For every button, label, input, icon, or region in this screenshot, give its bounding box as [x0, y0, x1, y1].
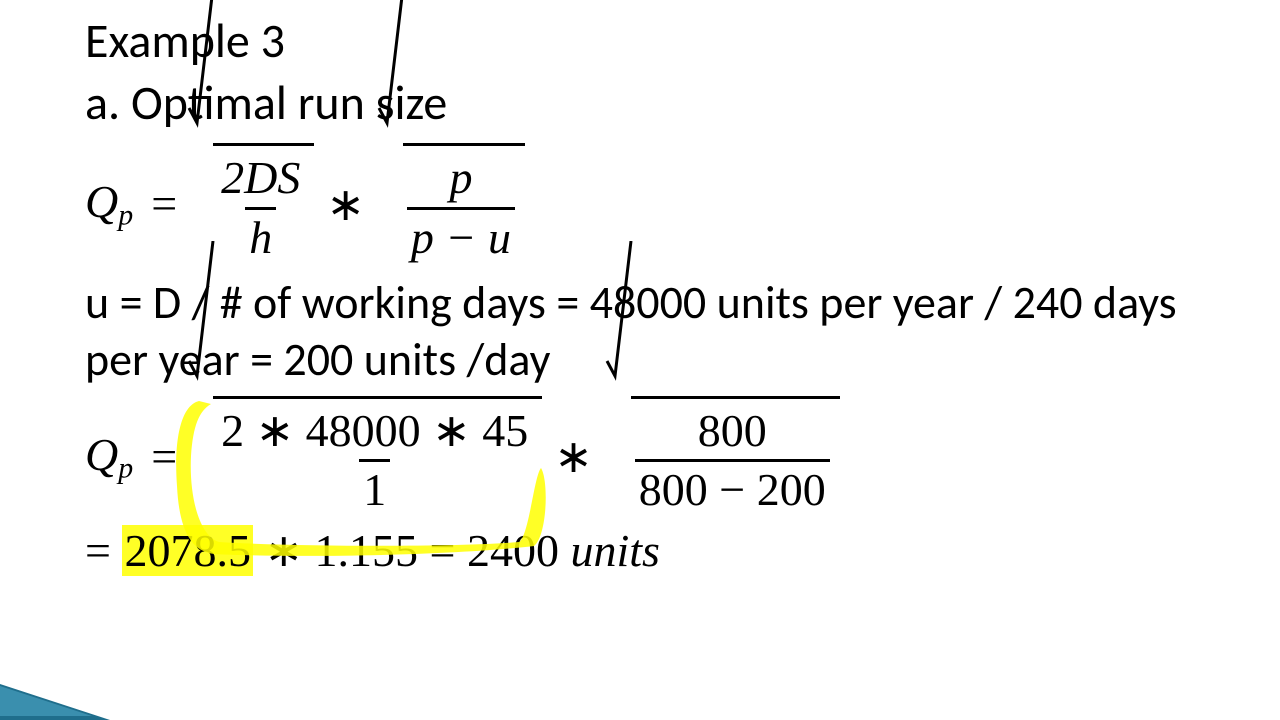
frac-numeric-2: 800 800 − 200 [635, 405, 830, 518]
result-eq: = [418, 525, 467, 576]
multiply-op: ∗ [326, 177, 365, 231]
denominator: 800 − 200 [635, 459, 830, 517]
example-title: Example 3 [85, 10, 1195, 72]
denominator: 1 [359, 459, 390, 517]
result-units: units [570, 525, 659, 576]
radicand: 800 800 − 200 [631, 396, 840, 518]
subscript-p: p [118, 451, 133, 484]
frac-p-pmu: p p − u [407, 152, 515, 265]
slide-content: Example 3 a. Optimal run size Qp = 2DS h… [0, 0, 1280, 720]
radicand: 2 ∗ 48000 ∗ 45 1 [213, 396, 542, 518]
subscript-p: p [118, 198, 133, 231]
lhs-qp: Qp [85, 175, 133, 232]
lhs-qp: Qp [85, 428, 133, 485]
radicand: 2DS h [213, 143, 314, 265]
equals-sign: = [151, 177, 177, 230]
formula-qp-numeric: Qp = 2 ∗ 48000 ∗ 45 1 [85, 396, 1195, 518]
space [559, 525, 571, 576]
numerator: 2DS [217, 152, 304, 207]
radicand: p p − u [403, 143, 525, 265]
result-val2: 1.155 [315, 525, 419, 576]
denominator: h [245, 207, 276, 265]
multiply-op: ∗ [554, 429, 593, 483]
var-q: Q [85, 429, 118, 480]
numerator: 2 ∗ 48000 ∗ 45 [217, 405, 532, 460]
sqrt-p-over-pmu: p p − u [377, 143, 525, 265]
corner-decoration [0, 684, 110, 720]
denominator: p − u [407, 207, 515, 265]
usage-rate-line: u = D / # of working days = 48000 units … [85, 275, 1195, 390]
frac-numeric-1: 2 ∗ 48000 ∗ 45 1 [217, 405, 532, 518]
result-line: = 2078.5 ∗ 1.155 = 2400 units [85, 523, 1195, 577]
result-times: ∗ [253, 525, 315, 576]
subtitle: a. Optimal run size [85, 72, 1195, 134]
sqrt-numeric-2: 800 800 − 200 [605, 396, 840, 518]
sqrt-numeric-1: 2 ∗ 48000 ∗ 45 1 [187, 396, 542, 518]
var-q: Q [85, 176, 118, 227]
result-val1-highlighted: 2078.5 [122, 525, 253, 576]
equals-sign: = [151, 430, 177, 483]
formula-qp-symbolic: Qp = 2DS h ∗ [85, 143, 1195, 265]
numerator: 800 [694, 405, 771, 460]
highlighted-sqrt: 2 ∗ 48000 ∗ 45 1 [187, 396, 542, 518]
result-val3: 2400 [467, 525, 559, 576]
result-prefix: = [85, 525, 122, 576]
numerator: p [445, 152, 476, 207]
frac-2ds-h: 2DS h [217, 152, 304, 265]
